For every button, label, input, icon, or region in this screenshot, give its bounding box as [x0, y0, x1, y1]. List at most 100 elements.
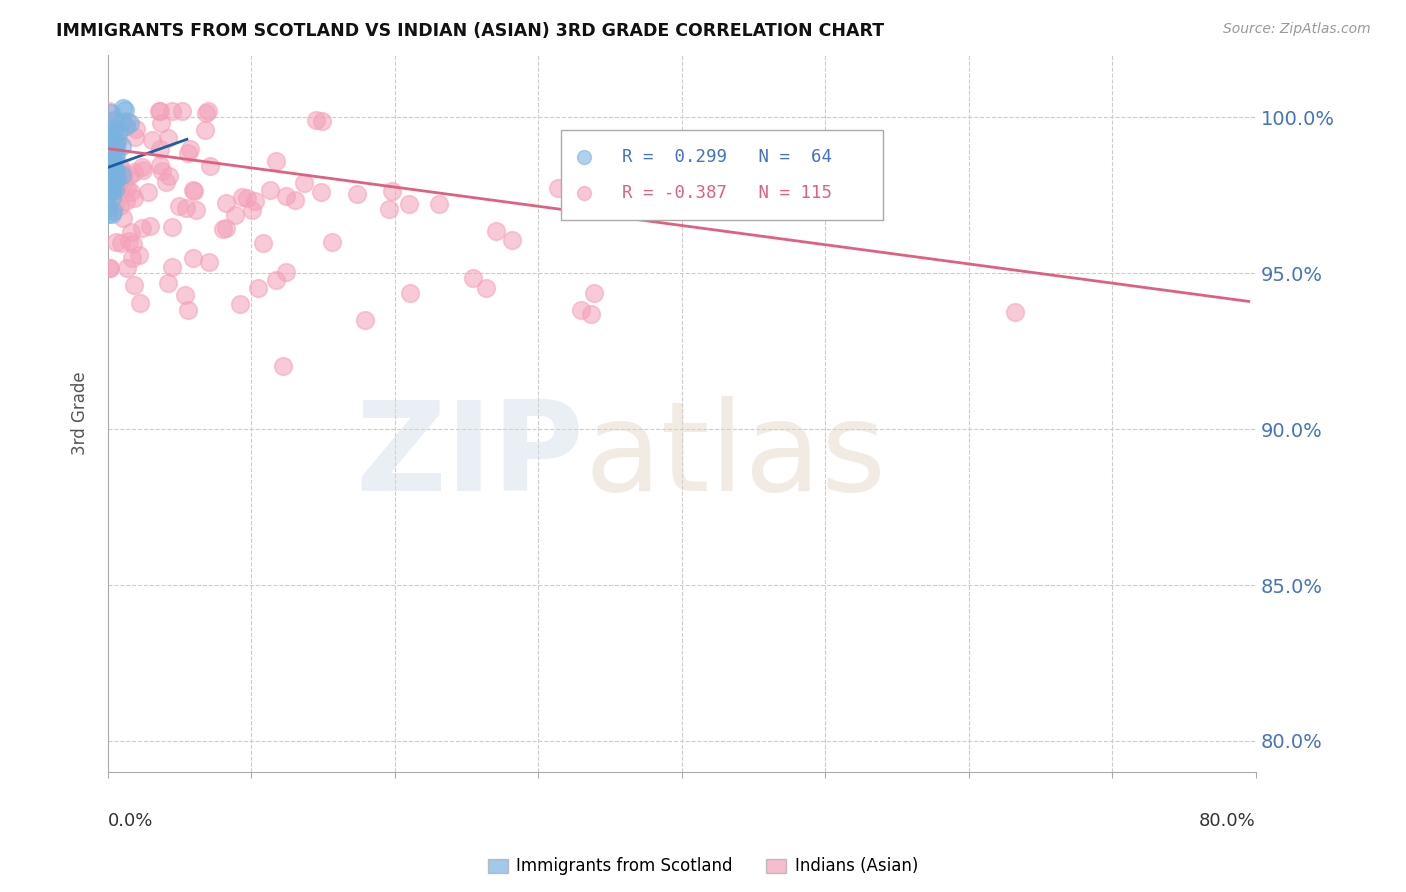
- Point: [112, 176, 135, 190]
- Text: 80.0%: 80.0%: [1199, 812, 1256, 830]
- Point: [131, 160, 153, 174]
- Point: [224, 208, 246, 222]
- Point: [100, 154, 122, 169]
- Point: [183, 184, 205, 198]
- Point: [195, 105, 218, 120]
- Point: [112, 101, 135, 115]
- Point: [108, 161, 131, 176]
- Point: [110, 159, 132, 173]
- Point: [100, 114, 122, 128]
- Point: [98, 157, 121, 171]
- Point: [105, 134, 128, 148]
- Point: [501, 233, 523, 247]
- Point: [131, 221, 153, 235]
- Point: [284, 193, 307, 207]
- Point: [105, 136, 128, 151]
- Point: [97, 207, 120, 221]
- Point: [581, 307, 603, 321]
- Point: [104, 137, 127, 152]
- Point: [381, 184, 404, 198]
- Point: [101, 175, 124, 189]
- Point: [98, 129, 121, 144]
- Point: [101, 207, 124, 221]
- Point: [231, 190, 253, 204]
- Point: [576, 198, 599, 212]
- Text: R =  0.299   N =  64: R = 0.299 N = 64: [623, 148, 832, 166]
- Point: [485, 224, 508, 238]
- Point: [321, 235, 343, 249]
- Point: [212, 222, 235, 236]
- Point: [569, 302, 592, 317]
- Point: [259, 183, 281, 197]
- Point: [100, 165, 122, 179]
- Point: [118, 234, 141, 248]
- FancyBboxPatch shape: [561, 130, 883, 220]
- Y-axis label: 3rd Grade: 3rd Grade: [72, 372, 89, 456]
- Point: [136, 185, 159, 199]
- Point: [108, 199, 131, 213]
- Point: [97, 164, 120, 178]
- Point: [98, 173, 121, 187]
- Point: [179, 142, 201, 156]
- Point: [97, 148, 120, 162]
- Text: Source: ZipAtlas.com: Source: ZipAtlas.com: [1223, 22, 1371, 37]
- Point: [108, 125, 131, 139]
- Point: [398, 197, 420, 211]
- Point: [149, 142, 172, 156]
- Point: [292, 176, 315, 190]
- Point: [100, 127, 122, 141]
- Point: [97, 129, 120, 144]
- Point: [274, 265, 297, 279]
- Point: [181, 183, 204, 197]
- Point: [122, 237, 145, 252]
- Point: [97, 188, 120, 202]
- Point: [311, 113, 333, 128]
- Point: [148, 104, 170, 119]
- Point: [193, 123, 215, 137]
- Point: [173, 288, 195, 302]
- Point: [100, 127, 122, 141]
- Point: [186, 203, 208, 218]
- Point: [103, 169, 125, 184]
- Point: [160, 220, 183, 235]
- Point: [378, 202, 401, 216]
- Point: [104, 121, 127, 136]
- Point: [583, 153, 606, 168]
- Point: [104, 172, 127, 186]
- Point: [235, 191, 257, 205]
- Point: [124, 129, 146, 144]
- Point: [104, 142, 127, 156]
- Point: [100, 145, 122, 160]
- Point: [547, 181, 569, 195]
- Point: [266, 154, 288, 169]
- Point: [124, 122, 146, 136]
- Point: [115, 194, 138, 208]
- Point: [150, 116, 173, 130]
- Point: [170, 104, 193, 119]
- Point: [273, 359, 295, 373]
- Text: R = -0.387   N = 115: R = -0.387 N = 115: [623, 185, 832, 202]
- Point: [98, 104, 121, 119]
- Point: [103, 163, 125, 178]
- Point: [110, 168, 132, 182]
- Point: [198, 160, 221, 174]
- Point: [112, 211, 135, 225]
- Point: [228, 297, 250, 311]
- Point: [103, 164, 125, 178]
- Text: 0.0%: 0.0%: [108, 812, 153, 830]
- Point: [215, 221, 238, 235]
- Legend: Immigrants from Scotland, Indians (Asian): Immigrants from Scotland, Indians (Asian…: [479, 849, 927, 884]
- Point: [101, 177, 124, 191]
- Point: [100, 128, 122, 142]
- Point: [198, 255, 221, 269]
- Point: [149, 157, 172, 171]
- Point: [97, 145, 120, 159]
- Point: [98, 178, 121, 192]
- Point: [101, 163, 124, 178]
- Point: [118, 169, 141, 183]
- Point: [100, 184, 122, 198]
- Point: [176, 202, 198, 216]
- Point: [276, 189, 298, 203]
- Point: [157, 169, 180, 184]
- Point: [98, 166, 121, 180]
